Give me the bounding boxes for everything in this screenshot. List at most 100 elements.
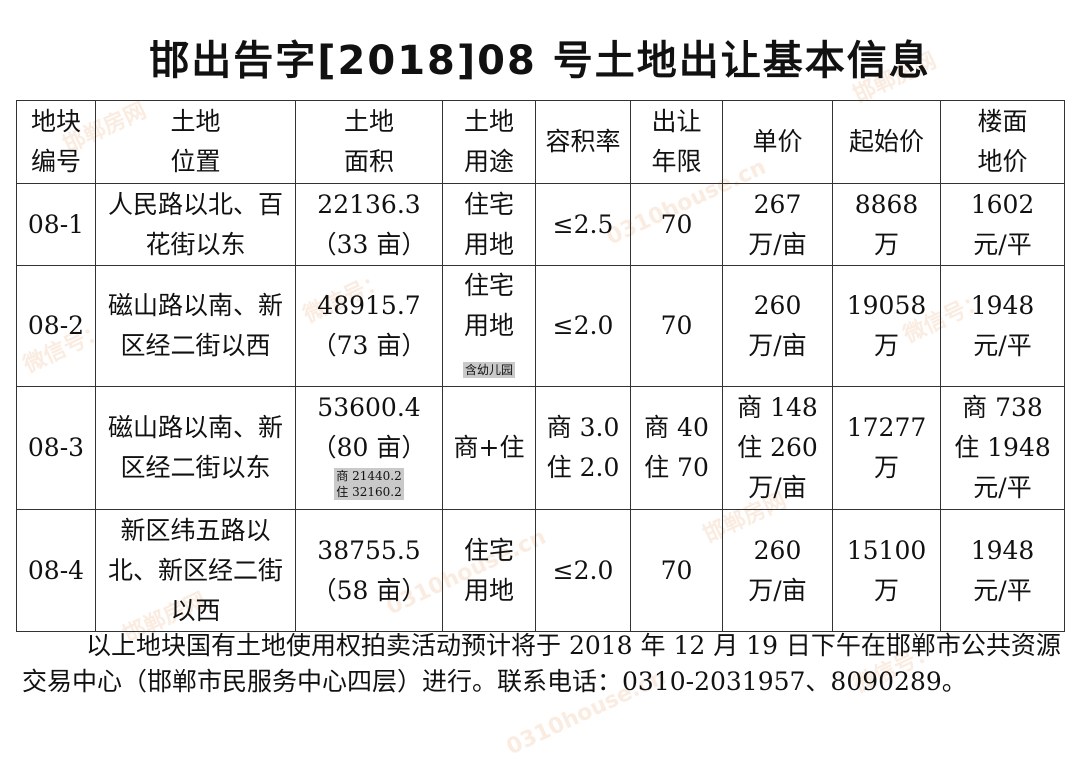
cell-term: 70 <box>630 265 723 387</box>
cell-line: 万/亩 <box>748 575 807 605</box>
cell-line: （73 亩） <box>311 331 427 360</box>
column-header: 出让 年限 <box>630 100 723 184</box>
cell-line: 260 <box>753 535 802 565</box>
cell-floor-price: 1948 元/平 <box>940 265 1065 387</box>
table-row: 08-4 新区纬五路以 北、新区经二街 以西 38755.5 （58 亩） 住宅 用地 ≤2.0… <box>16 509 1065 632</box>
cell-line: 用地 <box>463 575 514 605</box>
cell-line: 磁山路以南、新 <box>107 413 283 442</box>
cell-line: 万/亩 <box>748 331 807 360</box>
note-line: 住 32160.2 <box>336 485 402 499</box>
cell-unit-price: 267 万/亩 <box>722 183 833 266</box>
area-breakdown-note: 商 21440.2 住 32160.2 <box>334 468 404 500</box>
table-row: 08-2 磁山路以南、新 区经二街以西 48915.7 （73 亩） 住宅 用地 含幼儿园 ≤2… <box>16 265 1065 387</box>
cell-line: 住 1948 <box>954 433 1051 462</box>
cell-line: 70 <box>660 209 693 239</box>
cell-line: 住宅 <box>463 535 514 565</box>
cell-start-price: 15100 万 <box>832 509 941 632</box>
cell-term: 70 <box>630 183 723 266</box>
cell-line: 住宅 <box>463 189 514 219</box>
footer-text: 以上地块国有土地使用权拍卖活动预计将于 2018 年 12 月 19 日下午在邯… <box>22 631 1061 696</box>
cell-line: 万 <box>873 331 899 360</box>
cell-line: 1602 <box>970 189 1035 219</box>
cell-line: 260 <box>753 291 802 320</box>
cell-use: 住宅 用地 <box>442 183 536 266</box>
cell-line: （80 亩） <box>311 433 427 462</box>
cell-line: 1948 <box>970 535 1035 565</box>
cell-line: 用地 <box>463 229 514 259</box>
cell-line: 以西 <box>170 595 221 625</box>
cell-parcel-id: 08-2 <box>16 265 96 387</box>
cell-area: 48915.7 （73 亩） <box>295 265 443 387</box>
cell-line: 商 40 <box>644 413 709 442</box>
cell-line: 年限 <box>651 147 702 176</box>
cell-line: 区经二街以东 <box>120 453 271 482</box>
cell-line: ≤2.0 <box>552 555 614 585</box>
cell-line: 70 <box>660 311 693 340</box>
footer-notice: 以上地块国有土地使用权拍卖活动预计将于 2018 年 12 月 19 日下午在邯… <box>22 628 1062 700</box>
cell-line: 19058 <box>846 291 927 320</box>
note-line: 商 21440.2 <box>336 469 402 483</box>
cell-line: ≤2.5 <box>552 209 614 239</box>
column-header: 容积率 <box>535 100 631 184</box>
cell-line: 位置 <box>170 147 221 176</box>
cell-term: 商 40 住 70 <box>630 386 723 510</box>
cell-parcel-id: 08-4 <box>16 509 96 632</box>
cell-use: 商+住 <box>442 386 536 510</box>
cell-location: 磁山路以南、新 区经二街以东 <box>95 386 296 510</box>
cell-line: 万 <box>873 575 899 605</box>
cell-line: 花街以东 <box>145 229 246 259</box>
cell-line: 商 148 <box>737 393 818 422</box>
cell-line: 8868 <box>854 189 919 219</box>
cell-area: 53600.4 （80 亩） 商 21440.2 住 32160.2 <box>295 386 443 510</box>
cell-line: 土地 <box>170 107 221 136</box>
cell-line: 楼面 <box>977 107 1028 136</box>
cell-start-price: 8868 万 <box>832 183 941 266</box>
cell-line: 住 260 <box>737 433 818 462</box>
cell-line: （33 亩） <box>311 229 427 259</box>
cell-line: 起始价 <box>848 127 924 156</box>
cell-far: ≤2.0 <box>535 509 631 632</box>
cell-line: 土地 <box>463 107 514 136</box>
cell-location: 新区纬五路以 北、新区经二街 以西 <box>95 509 296 632</box>
cell-line: 北、新区经二街 <box>107 555 283 585</box>
cell-location: 人民路以北、百 花街以东 <box>95 183 296 266</box>
cell-line: 万/亩 <box>748 229 807 259</box>
cell-line: 15100 <box>846 535 927 565</box>
column-header: 土地 面积 <box>295 100 443 184</box>
cell-area: 22136.3 （33 亩） <box>295 183 443 266</box>
cell-line: 万 <box>873 229 899 259</box>
cell-line: 70 <box>660 555 693 585</box>
cell-line: 商 738 <box>962 393 1043 422</box>
page-title: 邯出告字[2018]08 号土地出让基本信息 <box>149 38 931 84</box>
cell-line: 住 2.0 <box>546 453 620 482</box>
cell-floor-price: 1948 元/平 <box>940 509 1065 632</box>
cell-line: 元/平 <box>973 331 1032 360</box>
cell-line: 住宅 <box>463 271 514 300</box>
column-header: 楼面 地价 <box>940 100 1065 184</box>
cell-line: 商+住 <box>453 433 525 462</box>
cell-unit-price: 260 万/亩 <box>722 265 833 387</box>
table-header-row: 地块 编号 土地 位置 土地 面积 土地 用途 容积率 出让 年限 单价 起始价 楼面 地价 <box>16 100 1065 184</box>
cell-floor-price: 商 738 住 1948 元/平 <box>940 386 1065 510</box>
cell-line: 编号 <box>30 147 81 176</box>
cell-line: 住 70 <box>644 453 709 482</box>
cell-far: ≤2.0 <box>535 265 631 387</box>
cell-line: 万/亩 <box>748 473 807 502</box>
cell-line: 面积 <box>343 147 394 176</box>
cell-unit-price: 260 万/亩 <box>722 509 833 632</box>
column-header: 单价 <box>722 100 833 184</box>
column-header: 起始价 <box>832 100 941 184</box>
cell-line: 磁山路以南、新 <box>107 291 283 320</box>
cell-line: 用地 <box>463 311 514 340</box>
cell-start-price: 19058 万 <box>832 265 941 387</box>
cell-line: 元/平 <box>973 473 1032 502</box>
table-row: 08-3 磁山路以南、新 区经二街以东 53600.4 （80 亩）商 21440.2 住… <box>16 386 1065 510</box>
cell-line: 出让 <box>651 107 702 136</box>
cell-parcel-id: 08-3 <box>16 386 96 510</box>
cell-term: 70 <box>630 509 723 632</box>
cell-line: ≤2.0 <box>552 311 614 340</box>
cell-line: 22136.3 <box>317 189 421 219</box>
cell-line: 17277 <box>846 413 927 442</box>
cell-line: 48915.7 <box>317 291 421 320</box>
column-header: 土地 位置 <box>95 100 296 184</box>
